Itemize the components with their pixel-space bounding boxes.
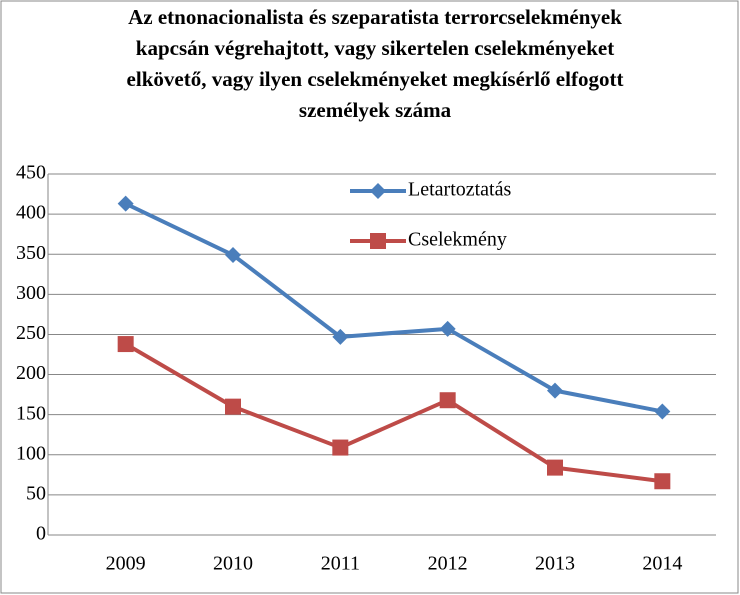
legend-marker [370,183,386,199]
y-tick-label: 400 [16,202,46,224]
y-tick-label: 50 [26,482,46,504]
point [332,328,349,345]
y-tick-label: 150 [16,402,46,424]
point [547,459,563,476]
point [225,398,241,415]
series-line [124,201,663,414]
series-line [124,342,663,484]
y-tick-label: 300 [16,282,46,304]
chart-title: Az etnonacionalista és szeparatista terr… [126,5,624,122]
point [547,382,563,399]
point [439,392,456,409]
point [117,195,134,212]
y-tick-label: 0 [36,523,46,545]
x-tick-label: 2009 [106,553,146,575]
point [117,336,134,353]
point [654,403,671,420]
point [439,320,456,337]
y-tick-label: 250 [16,322,46,344]
x-tick-label: 2012 [428,553,468,575]
point [225,247,241,264]
y-tick-label: 450 [16,162,46,184]
x-tick-label: 2014 [642,553,682,575]
legend-label: Cselekmény [408,229,507,251]
y-tick-label: 350 [16,242,46,264]
point [332,439,349,456]
y-tick-label: 100 [16,442,46,464]
legend-marker [370,233,386,249]
x-tick-label: 2013 [535,553,575,575]
x-tick-label: 2011 [321,553,360,575]
y-tick-label: 200 [16,362,46,384]
point [654,473,671,490]
legend-label: Letartoztatás [408,179,511,201]
x-tick-label: 2010 [213,553,253,575]
